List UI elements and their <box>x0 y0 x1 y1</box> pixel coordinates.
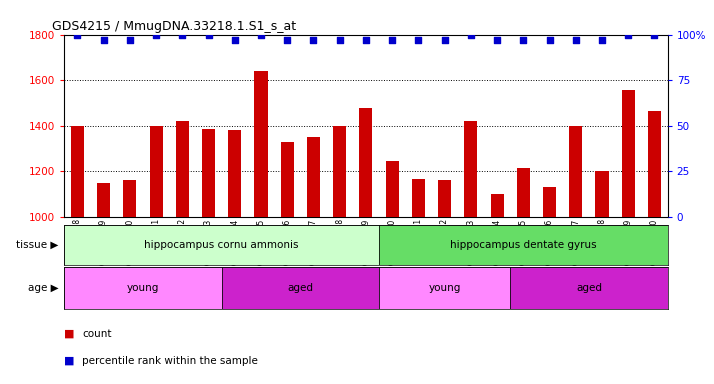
Point <box>596 37 608 43</box>
Bar <box>386 161 398 217</box>
Bar <box>176 121 189 217</box>
Point <box>491 37 503 43</box>
Bar <box>64 267 221 309</box>
Text: hippocampus cornu ammonis: hippocampus cornu ammonis <box>144 240 299 250</box>
Bar <box>64 225 379 265</box>
Point <box>439 37 451 43</box>
Point <box>334 37 346 43</box>
Bar <box>491 194 503 217</box>
Bar <box>438 180 451 217</box>
Point <box>71 31 83 38</box>
Bar <box>254 71 268 217</box>
Text: ■: ■ <box>64 356 75 366</box>
Text: GDS4215 / MmugDNA.33218.1.S1_s_at: GDS4215 / MmugDNA.33218.1.S1_s_at <box>52 20 296 33</box>
Point <box>151 31 162 38</box>
Text: hippocampus dentate gyrus: hippocampus dentate gyrus <box>450 240 597 250</box>
Point <box>413 37 424 43</box>
Point <box>203 31 214 38</box>
Bar <box>464 121 478 217</box>
Point <box>623 31 634 38</box>
Text: ■: ■ <box>64 329 75 339</box>
Point <box>386 37 398 43</box>
Bar <box>307 137 320 217</box>
Point <box>361 37 372 43</box>
Bar <box>221 267 379 309</box>
Bar <box>71 126 84 217</box>
Text: percentile rank within the sample: percentile rank within the sample <box>82 356 258 366</box>
Bar <box>569 126 583 217</box>
Point <box>518 37 529 43</box>
Point <box>124 37 136 43</box>
Text: aged: aged <box>287 283 313 293</box>
Bar <box>622 90 635 217</box>
Bar <box>359 108 373 217</box>
Point <box>544 37 555 43</box>
Point <box>465 31 476 38</box>
Point <box>229 37 241 43</box>
Bar <box>648 111 661 217</box>
Text: aged: aged <box>576 283 602 293</box>
Point <box>649 31 660 38</box>
Bar <box>412 179 425 217</box>
Bar <box>511 267 668 309</box>
Text: young: young <box>428 283 461 293</box>
Point <box>176 31 188 38</box>
Text: count: count <box>82 329 111 339</box>
Bar <box>202 129 215 217</box>
Bar <box>228 130 241 217</box>
Bar <box>595 171 608 217</box>
Point <box>256 31 267 38</box>
Bar <box>97 183 110 217</box>
Bar <box>379 225 668 265</box>
Point <box>281 37 293 43</box>
Text: young: young <box>127 283 159 293</box>
Text: tissue ▶: tissue ▶ <box>16 240 59 250</box>
Point <box>308 37 319 43</box>
Bar <box>517 168 530 217</box>
Bar <box>543 187 556 217</box>
Text: age ▶: age ▶ <box>28 283 59 293</box>
Point <box>570 37 581 43</box>
Point <box>98 37 109 43</box>
Bar <box>124 180 136 217</box>
Bar <box>333 126 346 217</box>
Bar <box>281 142 293 217</box>
Bar <box>149 126 163 217</box>
Bar <box>379 267 511 309</box>
